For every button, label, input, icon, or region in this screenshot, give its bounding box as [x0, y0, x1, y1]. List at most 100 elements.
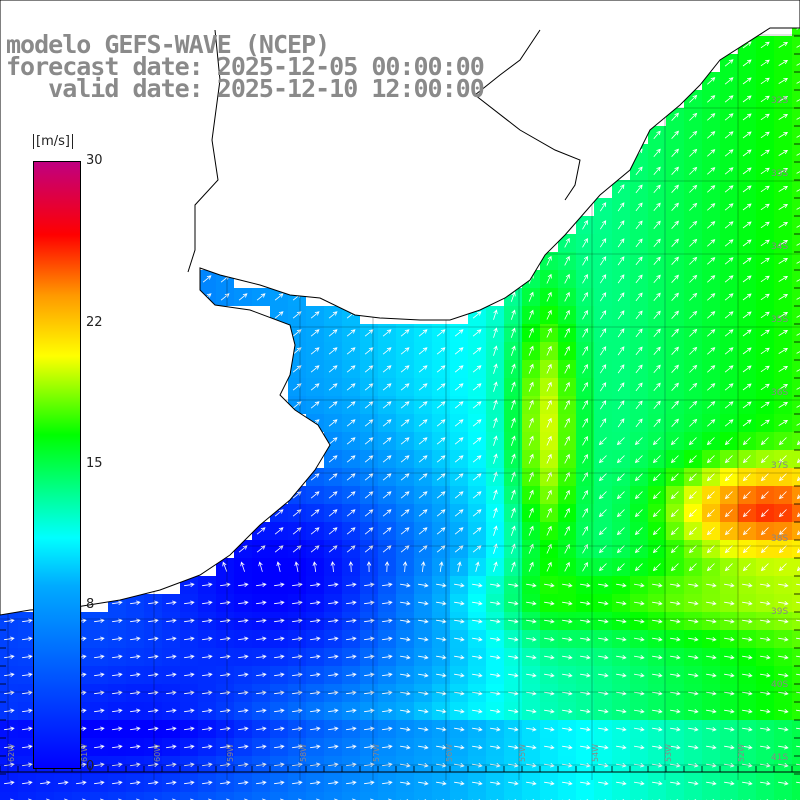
- wind-cell: [594, 792, 612, 800]
- wind-arrow: [760, 311, 770, 319]
- wind-arrow: [280, 798, 285, 800]
- wind-arrow: [706, 690, 717, 696]
- wind-arrow: [707, 113, 716, 121]
- wind-arrow: [778, 383, 789, 390]
- wind-cell: [792, 648, 800, 666]
- wind-arrow: [148, 600, 159, 606]
- wind-arrow: [707, 149, 716, 157]
- wind-arrow: [184, 636, 195, 642]
- wind-arrow: [130, 726, 141, 732]
- lat-label: 41S: [771, 753, 788, 763]
- wind-arrow: [796, 440, 800, 446]
- wind-arrow: [670, 600, 681, 606]
- wind-arrow: [653, 310, 661, 320]
- colorbar: [33, 161, 81, 769]
- wind-arrow: [130, 672, 141, 678]
- wind-arrow: [472, 726, 483, 732]
- wind-arrow: [652, 509, 661, 518]
- wind-cell: [792, 180, 800, 198]
- wind-arrow: [472, 600, 483, 606]
- wind-cell: [720, 792, 738, 800]
- wind-arrow: [724, 563, 733, 572]
- wind-arrow: [472, 509, 482, 517]
- wind-arrow: [564, 327, 570, 338]
- wind-arrow: [742, 347, 752, 355]
- wind-arrow: [778, 113, 789, 120]
- wind-arrow: [689, 274, 698, 283]
- wind-cell: [792, 216, 800, 234]
- wind-arrow: [472, 527, 482, 535]
- wind-arrow: [760, 762, 771, 768]
- wind-arrow: [562, 780, 573, 786]
- wind-arrow: [94, 744, 105, 750]
- wind-arrow: [172, 798, 177, 800]
- wind-arrow: [742, 708, 753, 714]
- wind-cell: [792, 774, 800, 792]
- wind-arrow: [582, 291, 588, 302]
- wind-arrow: [418, 744, 429, 750]
- wind-arrow: [292, 600, 303, 606]
- wind-arrow: [400, 509, 410, 517]
- wind-arrow: [634, 473, 643, 482]
- wind-arrow: [364, 636, 375, 642]
- wind-arrow: [112, 780, 123, 786]
- wind-arrow: [706, 563, 715, 572]
- wind-arrow: [94, 690, 105, 696]
- wind-arrow: [148, 762, 159, 768]
- wind-arrow: [652, 744, 663, 750]
- wind-arrow: [310, 311, 320, 319]
- wind-arrow: [634, 600, 645, 606]
- wind-arrow: [706, 473, 715, 482]
- wind-arrow: [796, 709, 800, 712]
- wind-arrow: [292, 708, 303, 714]
- wind-arrow: [382, 509, 392, 517]
- wind-arrow: [724, 419, 734, 427]
- wind-arrow: [760, 419, 770, 427]
- wind-cell: [792, 324, 800, 342]
- lon-label: 59W: [226, 744, 235, 762]
- wind-arrow: [599, 256, 607, 266]
- wind-arrow: [760, 563, 769, 572]
- wind-arrow: [166, 618, 177, 624]
- wind-arrow: [184, 744, 195, 750]
- wind-arrow: [436, 762, 447, 768]
- wind-arrow: [184, 582, 195, 588]
- wind-cell: [612, 792, 630, 800]
- wind-arrow: [292, 491, 302, 499]
- wind-arrow: [418, 329, 428, 337]
- wind-arrow: [564, 309, 570, 320]
- wind-arrow: [346, 383, 356, 391]
- wind-arrow: [510, 435, 516, 446]
- wind-arrow: [582, 489, 588, 500]
- wind-arrow: [796, 423, 800, 426]
- wind-arrow: [617, 346, 625, 356]
- wind-arrow: [526, 780, 537, 786]
- wind-arrow: [778, 708, 789, 714]
- wind-arrow: [4, 762, 15, 768]
- wind-arrow: [508, 600, 519, 606]
- wind-arrow: [400, 401, 410, 409]
- wind-arrow: [670, 618, 681, 624]
- wind-arrow: [706, 582, 717, 588]
- wind-arrow: [724, 654, 735, 660]
- wind-cell: [270, 792, 288, 800]
- wind-arrow: [599, 220, 607, 230]
- wind-arrow: [130, 744, 141, 750]
- wind-cell: [792, 540, 800, 558]
- wind-arrow: [670, 491, 679, 500]
- wind-arrow: [220, 600, 231, 606]
- wind-arrow: [310, 383, 320, 391]
- wind-arrow: [724, 509, 733, 518]
- wind-arrow: [316, 798, 321, 800]
- wind-arrow: [436, 383, 446, 391]
- wind-arrow: [490, 762, 501, 768]
- wind-arrow: [653, 328, 661, 338]
- wind-arrow: [510, 561, 516, 572]
- wind-arrow: [760, 672, 771, 678]
- wind-arrow: [688, 690, 699, 696]
- wind-arrow: [364, 329, 374, 337]
- wind-cell: [468, 792, 486, 800]
- wind-arrow: [778, 59, 789, 66]
- wind-cell: [72, 792, 90, 800]
- wind-arrow: [346, 347, 356, 355]
